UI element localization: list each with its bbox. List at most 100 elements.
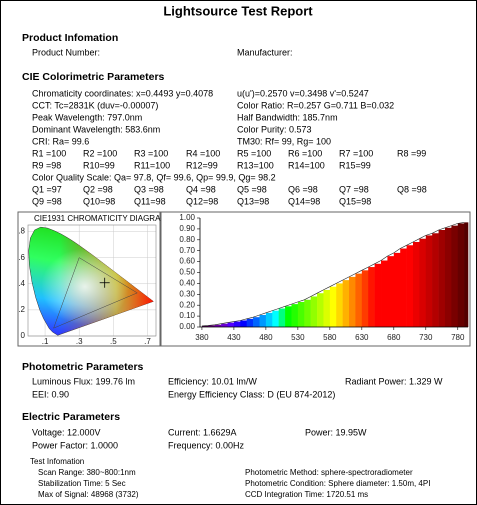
qi-value: Q11=98 [134, 196, 166, 206]
y-tick-label: .4 [18, 279, 25, 288]
x-tick-label: 630 [355, 333, 369, 342]
parameter: Dominant Wavelength: 583.6nm [32, 124, 160, 134]
y-tick-label: 0.50 [179, 268, 195, 277]
y-tick-label: .8 [18, 227, 25, 236]
parameter: Chromaticity coordinates: x=0.4493 y=0.4… [32, 88, 213, 98]
qi-value: Q1 =97 [32, 184, 62, 194]
y-tick-label: .6 [18, 253, 25, 262]
qi-value: Q8 =98 [397, 184, 427, 194]
y-tick-label: 1.00 [179, 213, 195, 222]
spectrum-bar [278, 308, 286, 327]
qi-value: Q10=98 [83, 196, 115, 206]
section-heading: Photometric Parameters [22, 361, 144, 373]
parameter: Frequency: 0.00Hz [168, 440, 245, 450]
x-tick-label: 580 [323, 333, 337, 342]
ri-value: R6 =100 [288, 148, 322, 158]
ri-value: R13=100 [237, 160, 274, 170]
parameter: Efficiency: 10.01 lm/W [168, 376, 257, 386]
parameter: CCT: Tc=2831K (duv=-0.00007) [32, 100, 158, 110]
parameter: Half Bandwidth: 185.7nm [237, 112, 338, 122]
qi-value: Q3 =98 [134, 184, 164, 194]
test-info: Stabilization Time: 5 Sec [38, 479, 126, 488]
x-tick-label: .5 [110, 337, 117, 346]
test-info: Scan Range: 380~800:1nm [38, 468, 136, 477]
x-tick-label: 780 [451, 333, 465, 342]
test-info: CCD Integration Time: 1720.51 ms [245, 490, 368, 499]
y-tick-label: 0.30 [179, 289, 195, 298]
spectrum-bar [310, 296, 318, 327]
subheading: Test Infomation [30, 457, 84, 466]
section-heading: Electric Parameters [22, 411, 120, 423]
y-tick-label: .2 [18, 305, 25, 314]
spectrum-bar [233, 321, 241, 327]
x-tick-label: .3 [76, 337, 83, 346]
ri-value: R10=99 [83, 160, 115, 170]
x-tick-label: 530 [291, 333, 305, 342]
x-tick-label: 480 [259, 333, 273, 342]
parameter: Radiant Power: 1.329 W [345, 376, 443, 386]
y-tick-label: 0.20 [179, 300, 195, 309]
y-tick-label: 0.70 [179, 246, 195, 255]
qi-value: Q14=98 [288, 196, 320, 206]
parameter: Luminous Flux: 199.76 lm [32, 376, 135, 386]
spectrum-bar [304, 299, 311, 327]
section-heading: CIE Colorimetric Parameters [22, 71, 165, 83]
x-tick-label: 430 [227, 333, 241, 342]
x-tick-label: 380 [195, 333, 209, 342]
parameter: Color Quality Scale: Qa= 97.8, Qf= 99.6,… [32, 172, 276, 182]
y-tick-label: 0.90 [179, 224, 195, 233]
ri-value: R11=100 [134, 160, 170, 170]
parameter: Voltage: 12.000V [32, 427, 101, 437]
spectrum-bar [361, 270, 369, 327]
test-info: Photometric Method: sphere-spectroradiom… [245, 468, 413, 477]
x-tick-label: .1 [42, 337, 49, 346]
field-label: Product Number: [32, 47, 100, 57]
spectrum-bar [240, 320, 247, 327]
parameter: TM30: Rf= 99, Rg= 100 [237, 136, 331, 146]
y-tick-label: 0.80 [179, 235, 195, 244]
y-tick-label: 0.60 [179, 257, 195, 266]
spectrum-bar [406, 245, 414, 327]
spectrum-bar [374, 263, 382, 327]
ri-value: R2 =100 [83, 148, 117, 158]
qi-value: Q13=98 [237, 196, 269, 206]
spectrum-bar [412, 241, 420, 327]
spectrum-bar [329, 286, 337, 327]
section-heading: Product Infomation [22, 32, 118, 44]
spectrum-bar [381, 260, 388, 327]
x-tick-label: 730 [419, 333, 433, 342]
test-info: Photometric Condition: Sphere diameter: … [245, 479, 430, 488]
y-tick-label: 0.00 [179, 322, 195, 331]
spectrum-bar [214, 324, 222, 327]
parameter: Color Ratio: R=0.257 G=0.711 B=0.032 [237, 100, 394, 110]
spectrum-bar [208, 325, 216, 327]
chromaticity-point [99, 277, 110, 288]
spectrum-bar [432, 233, 439, 327]
y-tick-label: 0.10 [179, 311, 195, 320]
spectrum-bar [285, 306, 292, 327]
spectrum-bar [438, 229, 446, 327]
parameter: u(u')=0.2570 v=0.3498 v'=0.5247 [237, 88, 369, 98]
ri-value: R4 =100 [186, 148, 220, 158]
qi-value: Q12=98 [186, 196, 218, 206]
ri-value: R1 =100 [32, 148, 66, 158]
spectrum-bar [246, 318, 254, 327]
parameter: Current: 1.6629A [168, 427, 237, 437]
spectrum-bar [425, 235, 433, 327]
ri-value: R3 =100 [134, 148, 168, 158]
spectrum-bar [259, 315, 267, 327]
field-label: Manufacturer: [237, 47, 293, 57]
plot-frame [27, 224, 157, 337]
spectrum-bar [227, 322, 235, 327]
parameter: Power Factor: 1.0000 [32, 440, 118, 450]
qi-value: Q6 =98 [288, 184, 318, 194]
spectrum-bar [265, 312, 273, 327]
ri-value: R9 =98 [32, 160, 61, 170]
ri-value: R15=99 [339, 160, 371, 170]
spectrum-bar [221, 323, 228, 327]
qi-value: Q5 =98 [237, 184, 267, 194]
qi-value: Q9 =98 [32, 196, 62, 206]
spectrum-line [201, 222, 465, 327]
spectrum-bar [368, 267, 375, 327]
